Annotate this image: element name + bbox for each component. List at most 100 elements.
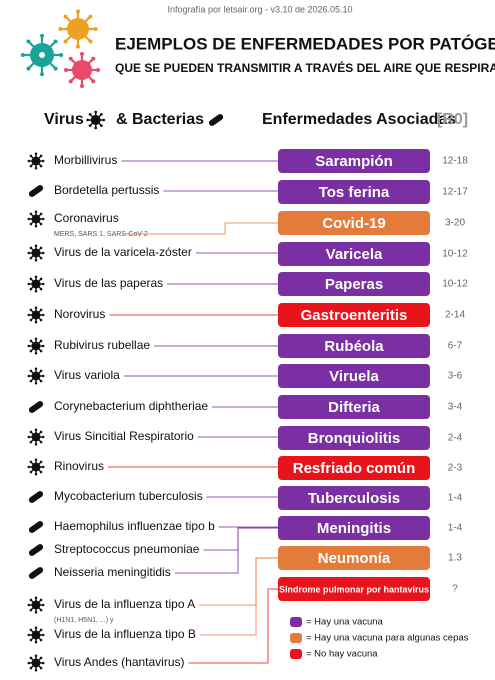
r0-value: 3-6 <box>448 371 463 382</box>
spike-tip <box>34 244 38 248</box>
spike-tip <box>39 440 43 444</box>
virus-icon <box>27 654 45 672</box>
r0-value: 12-18 <box>442 156 468 167</box>
spike-tip <box>27 282 31 286</box>
spike-tip <box>34 668 38 672</box>
disease-box <box>278 211 430 235</box>
spike-tip <box>39 379 43 383</box>
bacteria-icon <box>28 544 44 556</box>
spike-tip <box>27 251 31 255</box>
spike-tip <box>39 256 43 260</box>
spike-tip <box>41 374 45 378</box>
r0-value: 10-12 <box>442 249 468 260</box>
spike-tip <box>41 282 45 286</box>
spike-tip <box>29 470 33 474</box>
legend-swatch <box>290 633 302 643</box>
disease-box <box>278 456 430 480</box>
bacteria-icon <box>28 567 44 579</box>
body <box>31 310 41 320</box>
spike-tip <box>29 246 33 250</box>
disease-name: Meningitis <box>317 520 391 537</box>
spike-tip <box>29 349 33 353</box>
pathogen-name: Virus de la influenza tipo A <box>54 597 195 611</box>
body <box>31 341 41 351</box>
spike-tip <box>34 210 38 214</box>
spike-tip <box>34 472 38 476</box>
spike-tip <box>39 154 43 158</box>
legend-label: = Hay una vacuna para algunas cepas <box>306 633 469 644</box>
spike-tip <box>94 126 98 130</box>
disease-name: Covid-19 <box>322 215 385 232</box>
spike-tip <box>34 596 38 600</box>
spike-tip <box>41 313 45 317</box>
virus-heading: Virus <box>44 111 84 128</box>
r0-heading: [R0] <box>437 111 468 128</box>
disease-name: Síndrome pulmonar por hantavirus <box>279 584 429 594</box>
spike-tip <box>29 666 33 670</box>
spike-tip <box>91 56 96 61</box>
spike-tip <box>41 435 45 439</box>
legend-label: = Hay una vacuna <box>306 617 384 628</box>
spike-tip <box>34 626 38 630</box>
spike-tip <box>88 112 92 116</box>
body <box>31 630 41 640</box>
credit: Infografía por letsair.org - v3.10 de 20… <box>167 4 352 14</box>
body <box>31 600 41 610</box>
spike-tip <box>88 14 93 19</box>
disease-name: Gastroenteritis <box>301 307 408 324</box>
spike-tip <box>100 112 103 116</box>
virus-icon <box>58 9 98 49</box>
pathogen-name: Virus variola <box>54 368 120 382</box>
disease-box <box>278 486 430 510</box>
virus-icon <box>27 458 45 476</box>
spike-tip <box>80 84 84 88</box>
spike-tip <box>34 275 38 279</box>
spike-tip <box>80 52 84 56</box>
spike-tip <box>26 39 31 44</box>
spike-tip <box>39 339 43 343</box>
r0-value: 3-4 <box>448 402 463 413</box>
disease-name: Rubéola <box>324 338 384 355</box>
spike-tip <box>29 318 33 322</box>
spike-tip <box>88 124 92 128</box>
spike-tip <box>39 638 43 642</box>
spike-tip <box>93 27 98 31</box>
virus-icon <box>27 626 45 644</box>
spike-tip <box>88 39 93 44</box>
spike-tip <box>29 369 33 373</box>
connector <box>122 222 278 235</box>
spike-tip <box>34 428 38 432</box>
spike-tip <box>34 224 38 228</box>
disease-box <box>278 577 430 601</box>
spike-tip <box>68 79 73 84</box>
spike-tip <box>53 66 58 71</box>
virus-icon <box>27 596 45 614</box>
disease-box <box>278 180 430 204</box>
r0-value: 1.3 <box>448 553 462 564</box>
spike-tip <box>34 166 38 170</box>
body <box>31 432 41 442</box>
spike-tip <box>34 640 38 644</box>
spike-tip <box>41 251 45 255</box>
spike-tip <box>29 287 33 291</box>
connector <box>199 557 278 636</box>
disease-box <box>278 303 430 327</box>
diseases-heading: Enfermedades Asociadas <box>262 111 456 128</box>
spike-tip <box>29 460 33 464</box>
r0-value: 10-12 <box>442 279 468 290</box>
pathogen-name: Corynebacterium diphtheriae <box>54 399 208 413</box>
pathogen-name: Neisseria meningitidis <box>54 565 171 579</box>
body <box>31 156 41 166</box>
spike-tip <box>29 212 33 216</box>
spike-tip <box>39 246 43 250</box>
spike-tip <box>86 118 90 122</box>
spike-tip <box>39 470 43 474</box>
body <box>31 279 41 289</box>
connector <box>174 527 278 574</box>
pathogen-name: Mycobacterium tuberculosis <box>54 489 203 503</box>
spike-tip <box>76 9 80 14</box>
spike-tip <box>27 633 31 637</box>
spike-tip <box>34 381 38 385</box>
bacteria-heading: & Bacterias <box>116 111 204 128</box>
